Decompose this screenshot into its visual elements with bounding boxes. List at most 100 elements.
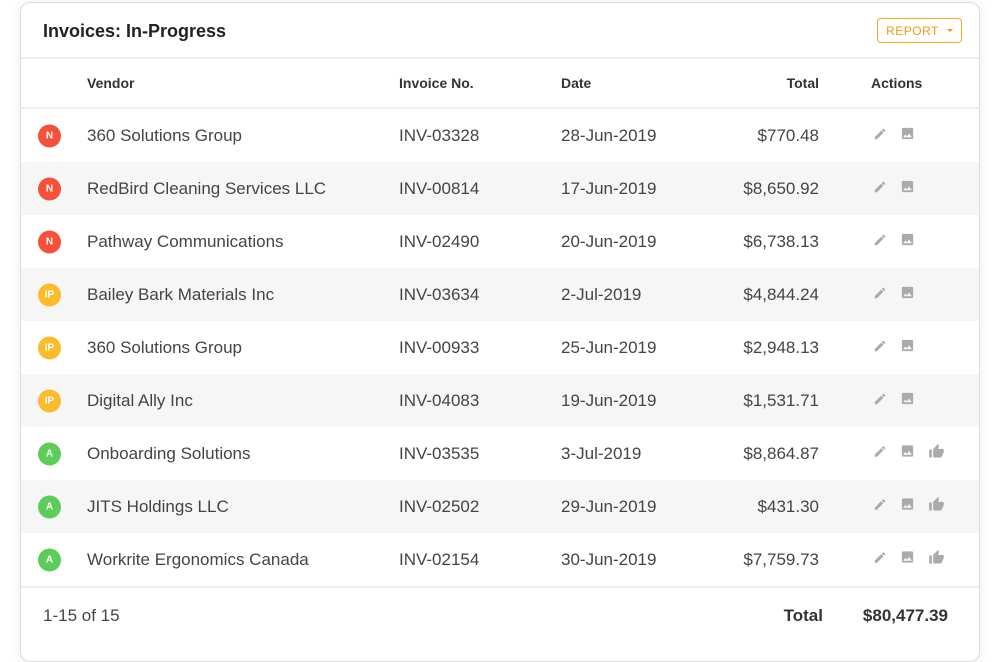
edit-pencil-icon[interactable] (873, 232, 887, 252)
total-cell: $8,650.92 (743, 178, 819, 198)
pagination-range: 1-15 of 15 (43, 606, 120, 625)
actions-cell (873, 496, 945, 517)
status-badge: IP (38, 283, 61, 306)
edit-pencil-icon[interactable] (873, 497, 887, 517)
actions-cell (873, 338, 915, 358)
table-row[interactable]: N 360 Solutions Group INV-03328 28-Jun-2… (21, 109, 979, 162)
status-badge: A (38, 548, 61, 571)
status-badge: N (38, 230, 61, 253)
table-row[interactable]: A Workrite Ergonomics Canada INV-02154 3… (21, 533, 979, 586)
vendor-cell: 360 Solutions Group (87, 125, 242, 145)
date-cell: 28-Jun-2019 (561, 125, 657, 145)
total-cell: $6,738.13 (743, 231, 819, 251)
card-header: Invoices: In-Progress REPORT (21, 3, 979, 59)
total-value: $80,477.39 (862, 606, 948, 625)
image-icon[interactable] (900, 497, 915, 517)
report-dropdown-button[interactable]: REPORT (877, 18, 962, 43)
total-cell: $2,948.13 (743, 337, 819, 357)
total-cell: $4,844.24 (743, 284, 819, 304)
total-cell: $770.48 (757, 125, 819, 145)
table-row[interactable]: IP Bailey Bark Materials Inc INV-03634 2… (21, 268, 979, 321)
date-cell: 19-Jun-2019 (561, 390, 657, 410)
image-icon[interactable] (900, 444, 915, 464)
date-cell: 29-Jun-2019 (561, 496, 657, 516)
table-body: N 360 Solutions Group INV-03328 28-Jun-2… (21, 109, 979, 586)
col-invoice[interactable]: Invoice No. (399, 75, 474, 91)
total-cell: $7,759.73 (743, 549, 819, 569)
image-icon[interactable] (900, 126, 915, 146)
actions-cell (873, 126, 915, 146)
image-icon[interactable] (900, 338, 915, 358)
table-row[interactable]: A JITS Holdings LLC INV-02502 29-Jun-201… (21, 480, 979, 533)
actions-cell (873, 443, 945, 464)
card-title: Invoices: In-Progress (43, 21, 227, 41)
thumbs-up-icon[interactable] (928, 496, 945, 517)
vendor-cell: Onboarding Solutions (87, 443, 251, 463)
total-cell: $431.30 (757, 496, 819, 516)
image-icon[interactable] (900, 179, 915, 199)
edit-pencil-icon[interactable] (873, 550, 887, 570)
date-cell: 17-Jun-2019 (561, 178, 657, 198)
vendor-cell: Pathway Communications (87, 231, 284, 251)
edit-pencil-icon[interactable] (873, 338, 887, 358)
status-badge: IP (38, 336, 61, 359)
invoice-cell: INV-02490 (399, 231, 480, 251)
invoice-cell: INV-04083 (399, 390, 480, 410)
status-badge: A (38, 442, 61, 465)
invoices-card: Invoices: In-Progress REPORT Vendor Invo… (20, 2, 980, 662)
col-vendor[interactable]: Vendor (87, 75, 135, 91)
edit-pencil-icon[interactable] (873, 126, 887, 146)
total-label: Total (783, 606, 823, 625)
table-footer: 1-15 of 15 Total $80,477.39 (21, 586, 979, 644)
date-cell: 3-Jul-2019 (561, 443, 642, 463)
edit-pencil-icon[interactable] (873, 179, 887, 199)
col-date[interactable]: Date (561, 75, 592, 91)
invoice-cell: INV-00814 (399, 178, 480, 198)
actions-cell (873, 179, 915, 199)
table-row[interactable]: A Onboarding Solutions INV-03535 3-Jul-2… (21, 427, 979, 480)
invoice-cell: INV-02154 (399, 549, 480, 569)
date-cell: 30-Jun-2019 (561, 549, 657, 569)
actions-cell (873, 549, 945, 570)
image-icon[interactable] (900, 391, 915, 411)
total-cell: $1,531.71 (743, 390, 819, 410)
vendor-cell: 360 Solutions Group (87, 337, 242, 357)
vendor-cell: Bailey Bark Materials Inc (87, 284, 275, 304)
actions-cell (873, 391, 915, 411)
col-actions: Actions (871, 75, 923, 91)
image-icon[interactable] (900, 285, 915, 305)
vendor-cell: Digital Ally Inc (87, 390, 193, 410)
edit-pencil-icon[interactable] (873, 444, 887, 464)
actions-cell (873, 285, 915, 305)
table-row[interactable]: N Pathway Communications INV-02490 20-Ju… (21, 215, 979, 268)
edit-pencil-icon[interactable] (873, 285, 887, 305)
status-badge: IP (38, 389, 61, 412)
thumbs-up-icon[interactable] (928, 549, 945, 570)
thumbs-up-icon[interactable] (928, 443, 945, 464)
vendor-cell: JITS Holdings LLC (87, 496, 229, 516)
date-cell: 20-Jun-2019 (561, 231, 657, 251)
image-icon[interactable] (900, 550, 915, 570)
table-row[interactable]: IP 360 Solutions Group INV-00933 25-Jun-… (21, 321, 979, 374)
vendor-cell: RedBird Cleaning Services LLC (87, 178, 327, 198)
total-cell: $8,864.87 (743, 443, 819, 463)
table-row[interactable]: IP Digital Ally Inc INV-04083 19-Jun-201… (21, 374, 979, 427)
invoice-cell: INV-00933 (399, 337, 480, 357)
invoice-cell: INV-03328 (399, 125, 480, 145)
invoice-cell: INV-03634 (399, 284, 480, 304)
invoice-cell: INV-02502 (399, 496, 480, 516)
status-badge: N (38, 124, 61, 147)
col-total[interactable]: Total (786, 75, 819, 91)
vendor-cell: Workrite Ergonomics Canada (87, 549, 309, 569)
table-header: Vendor Invoice No. Date Total Actions (21, 59, 979, 109)
status-badge: N (38, 177, 61, 200)
image-icon[interactable] (900, 232, 915, 252)
date-cell: 2-Jul-2019 (561, 284, 642, 304)
invoice-cell: INV-03535 (399, 443, 480, 463)
actions-cell (873, 232, 915, 252)
edit-pencil-icon[interactable] (873, 391, 887, 411)
date-cell: 25-Jun-2019 (561, 337, 657, 357)
table-row[interactable]: N RedBird Cleaning Services LLC INV-0081… (21, 162, 979, 215)
report-label: REPORT (886, 23, 939, 38)
caret-down-icon (946, 29, 953, 32)
